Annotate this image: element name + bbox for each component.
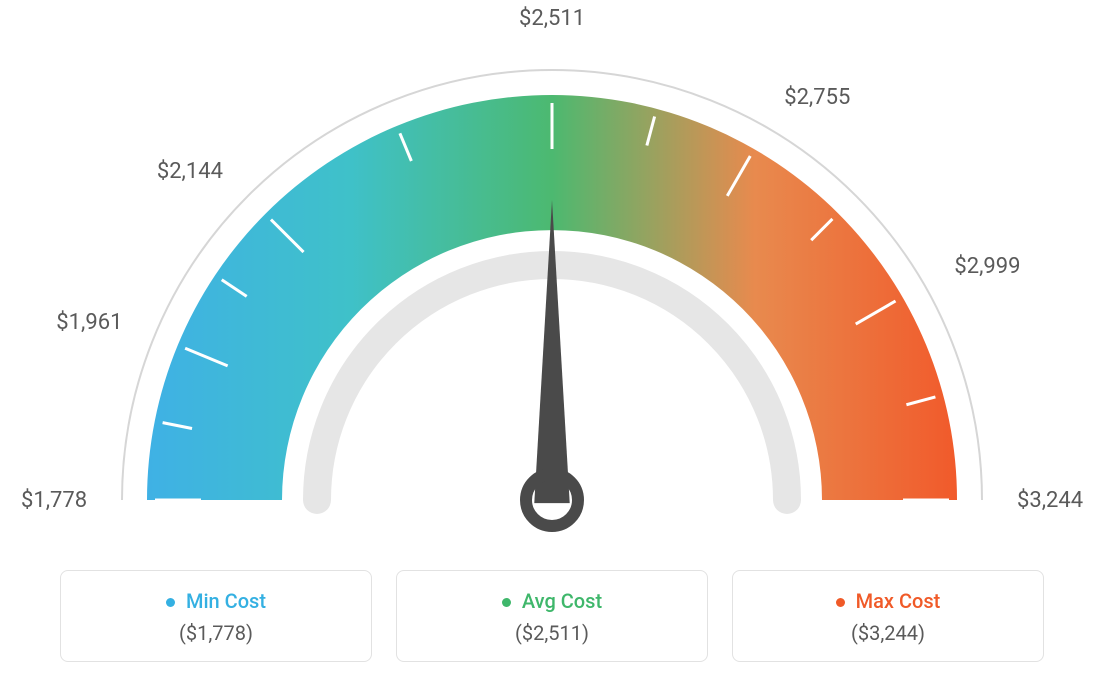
legend-card-min: Min Cost ($1,778) (60, 570, 372, 662)
legend-max-value: ($3,244) (743, 621, 1033, 645)
legend-dot-avg (502, 598, 511, 607)
gauge-tick-label: $2,999 (954, 254, 1020, 279)
legend-card-avg: Avg Cost ($2,511) (396, 570, 708, 662)
legend-max-label-row: Max Cost (743, 589, 1033, 613)
gauge-tick-label: $2,755 (784, 85, 850, 110)
legend-card-max: Max Cost ($3,244) (732, 570, 1044, 662)
gauge-tick-label: $3,244 (1017, 488, 1083, 513)
legend-min-label-row: Min Cost (71, 589, 361, 613)
legend-dot-min (166, 598, 175, 607)
legend-avg-label-row: Avg Cost (407, 589, 697, 613)
legend-max-label: Max Cost (856, 589, 941, 613)
gauge-tick-label: $2,144 (157, 159, 223, 184)
legend-row: Min Cost ($1,778) Avg Cost ($2,511) Max … (0, 570, 1104, 690)
gauge-svg (0, 0, 1104, 540)
gauge-tick-label: $1,778 (21, 488, 87, 513)
gauge-tick-label: $1,961 (56, 310, 122, 335)
legend-min-value: ($1,778) (71, 621, 361, 645)
legend-dot-max (836, 598, 845, 607)
gauge-area: $1,778 $1,961 $2,144 $2,511 $2,755 $2,999 $3,2… (0, 0, 1104, 540)
legend-min-label: Min Cost (186, 589, 266, 613)
legend-avg-label: Avg Cost (522, 589, 602, 613)
gauge-tick-label: $2,511 (519, 6, 585, 31)
legend-avg-value: ($2,511) (407, 621, 697, 645)
gauge-chart-container: $1,778 $1,961 $2,144 $2,511 $2,755 $2,999 $3,2… (0, 0, 1104, 690)
